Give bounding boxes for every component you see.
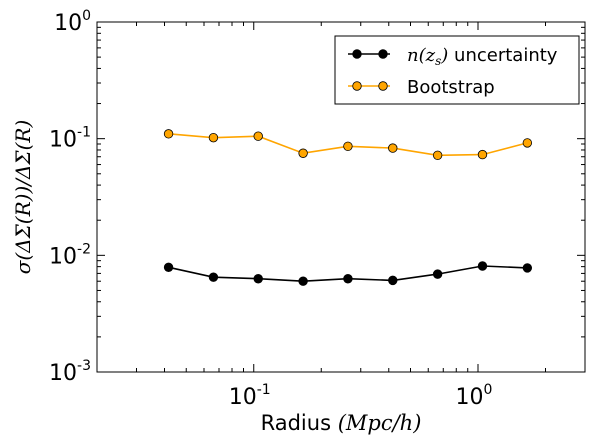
x-axis-label: Radius (Mpc/h) <box>261 411 422 435</box>
data-point <box>208 272 219 282</box>
data-point <box>298 148 308 158</box>
y-tick-base: 10 <box>49 361 77 386</box>
legend-box <box>334 35 580 105</box>
data-point <box>163 262 174 272</box>
data-point <box>477 261 488 271</box>
y-tick-label: 10-1 <box>49 125 91 153</box>
legend-marker <box>378 49 388 59</box>
data-point <box>388 275 398 286</box>
y-tick-exponent: 0 <box>82 8 91 24</box>
legend-math-tail: ) <box>440 45 448 66</box>
data-point <box>343 274 353 284</box>
legend-marker <box>378 81 388 91</box>
y-tick-exponent: -2 <box>77 241 91 257</box>
y-tick-exponent: -1 <box>77 125 91 141</box>
y-tick-base: 10 <box>49 244 77 269</box>
x-tick-base: 10 <box>456 385 484 410</box>
data-point <box>432 269 443 279</box>
legend-marker <box>352 49 362 59</box>
legend-math: n(z <box>407 45 436 66</box>
x-tick-exponent: -1 <box>257 382 271 398</box>
x-tick-base: 10 <box>229 385 257 410</box>
legend-subscript: s <box>435 54 441 68</box>
series-1 <box>163 129 533 161</box>
data-point <box>163 129 174 139</box>
y-tick-base: 10 <box>54 11 82 36</box>
legend-label: Bootstrap <box>407 77 495 98</box>
data-point <box>522 138 533 148</box>
y-tick-exponent: -3 <box>77 358 91 374</box>
x-tick-label: 100 <box>456 382 493 410</box>
y-tick-label: 10-2 <box>49 241 91 269</box>
legend-label: n(zs) uncertainty <box>407 45 558 68</box>
y-tick-label: 100 <box>54 8 91 36</box>
series-0 <box>163 261 533 286</box>
y-tick-label: 10-3 <box>49 358 91 386</box>
legend: n(zs) uncertainty Bootstrap <box>334 35 580 105</box>
data-point <box>388 143 398 153</box>
data-point <box>253 131 263 141</box>
axis-ticks <box>96 21 586 373</box>
data-point <box>253 274 263 284</box>
x-axis-label-text: Radius <box>261 411 331 435</box>
x-axis-label-space <box>331 411 338 435</box>
y-axis-label: σ(ΔΣ(R))/ΔΣ(R) <box>11 120 35 275</box>
data-point <box>298 276 308 286</box>
x-axis-label-units: (Mpc/h) <box>338 411 422 435</box>
legend-text: Bootstrap <box>407 77 495 98</box>
x-tick-exponent: 0 <box>484 382 493 398</box>
legend-text: uncertainty <box>454 45 558 66</box>
data-point <box>208 132 219 143</box>
y-tick-base: 10 <box>49 128 77 153</box>
data-point <box>343 141 353 152</box>
data-point <box>432 150 443 161</box>
data-point <box>522 263 533 273</box>
legend-marker <box>352 81 362 91</box>
data-point <box>477 149 488 160</box>
x-tick-label: 10-1 <box>229 382 271 410</box>
